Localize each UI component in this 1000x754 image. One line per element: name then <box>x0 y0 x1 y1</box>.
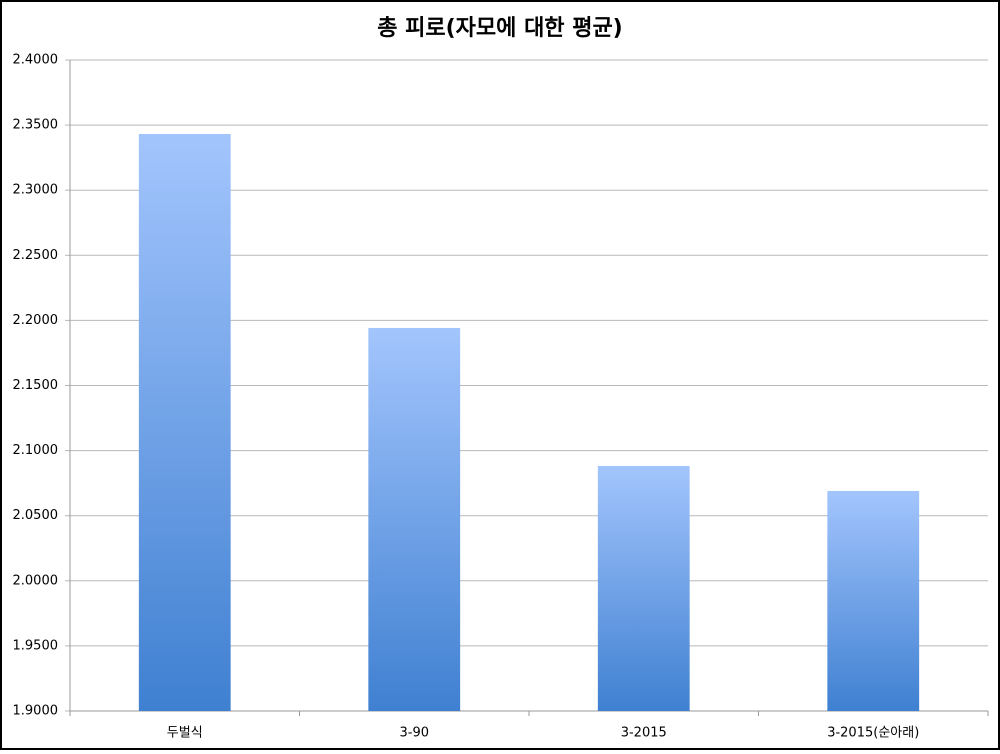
y-tick-label: 1.9500 <box>13 638 59 653</box>
y-tick-label: 2.1000 <box>13 443 59 458</box>
chart-title: 총 피로(자모에 대한 평균) <box>377 16 623 41</box>
bar <box>138 133 231 711</box>
x-tick-label: 3-2015(순아래) <box>827 726 919 741</box>
y-tick-label: 2.4000 <box>13 53 59 68</box>
x-tick-label: 두벌식 <box>167 726 203 741</box>
y-tick-label: 2.3500 <box>13 118 59 133</box>
x-tick-label: 3-90 <box>399 726 429 741</box>
y-tick-label: 2.0500 <box>13 508 59 523</box>
bar <box>597 465 690 711</box>
y-tick-label: 2.1500 <box>13 378 59 393</box>
y-tick-label: 2.2000 <box>13 313 59 328</box>
y-tick-label: 1.9000 <box>13 704 59 719</box>
bar <box>827 490 920 711</box>
x-tick-label: 3-2015 <box>621 726 667 741</box>
bar <box>368 327 461 711</box>
y-tick-label: 2.0000 <box>13 573 59 588</box>
y-tick-label: 2.3000 <box>13 183 59 198</box>
y-tick-label: 2.2500 <box>13 248 59 263</box>
